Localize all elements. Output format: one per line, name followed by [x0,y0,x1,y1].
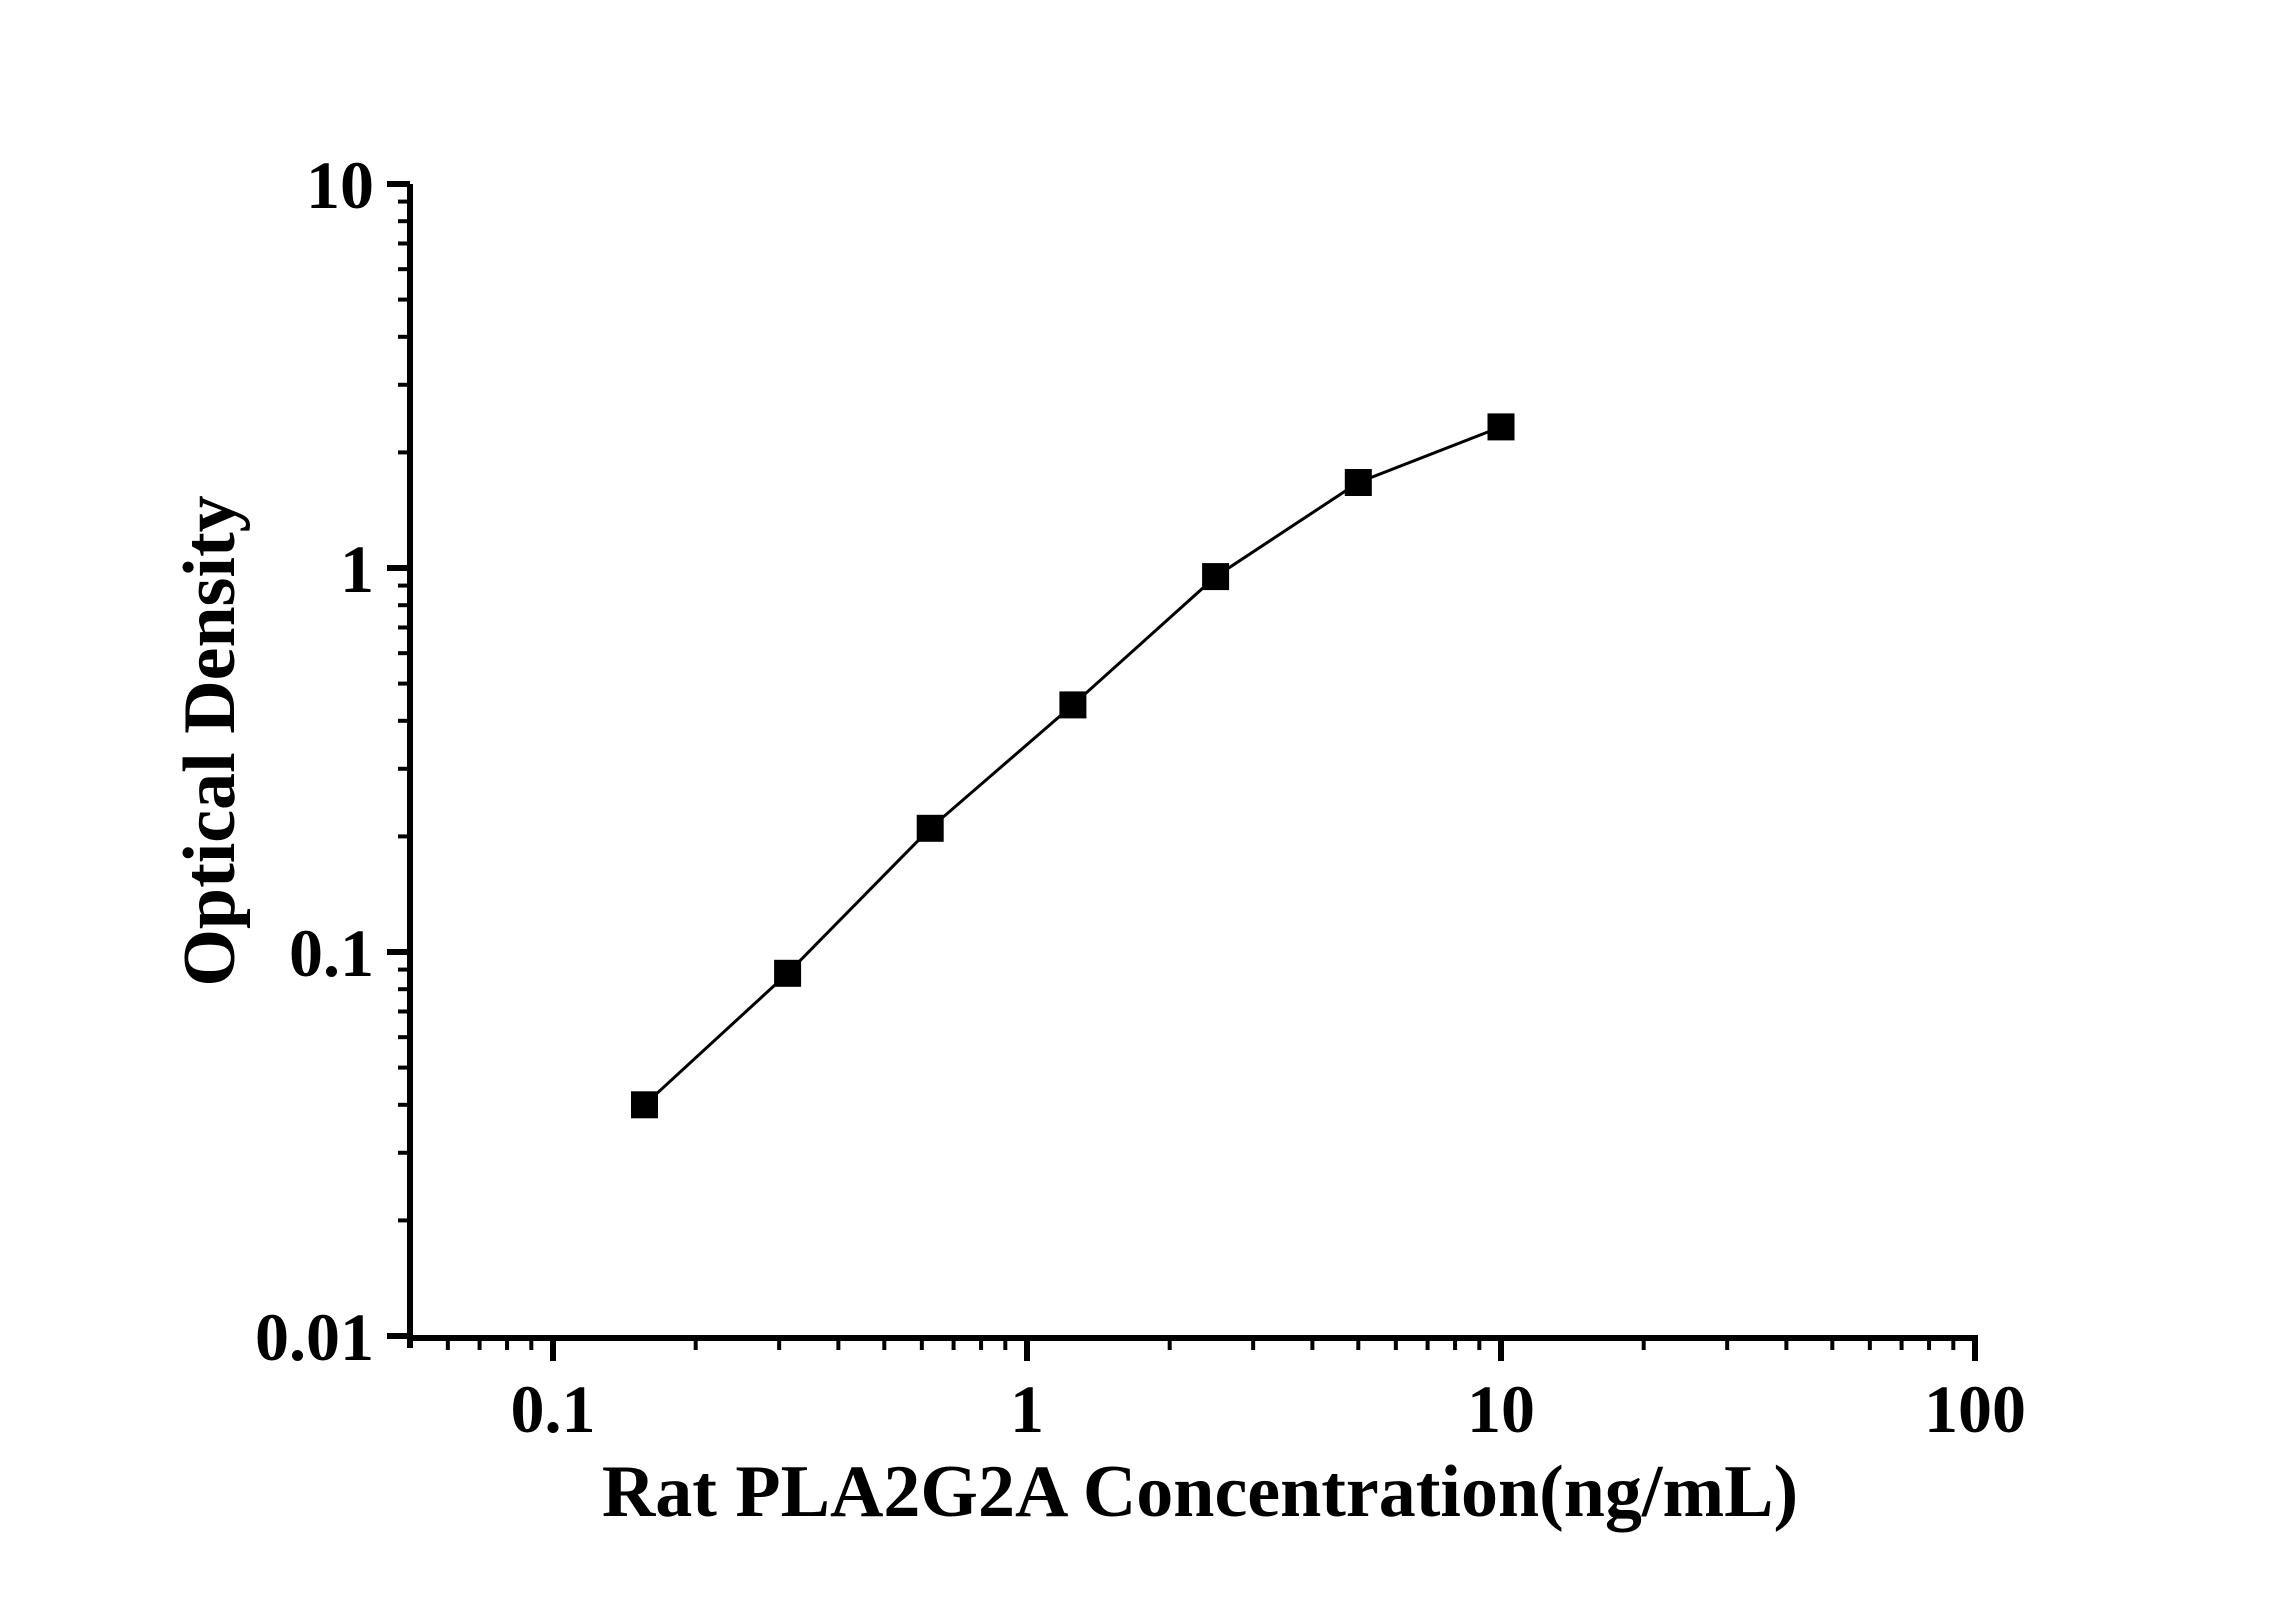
y-tick-label: 1 [340,531,374,607]
x-tick-label: 100 [1924,1371,2026,1447]
y-tick-label: 0.01 [255,1299,374,1375]
x-tick-label: 0.1 [511,1371,596,1447]
y-tick-label: 0.1 [289,915,374,991]
data-series-group [631,413,1515,1119]
data-point-marker [1344,469,1372,496]
data-point-marker [631,1091,658,1119]
axis-lines-group [407,184,1978,1348]
y-tick-label: 10 [306,147,374,223]
data-point-marker [774,959,802,987]
x-axis-title: Rat PLA2G2A Concentration(ng/mL) [602,1451,1798,1533]
data-point-marker [1487,413,1515,441]
y-axis-title: Optical Density [169,495,251,986]
x-tick-label: 1 [1010,1371,1044,1447]
axis-ticks-group [387,181,1978,1361]
x-tick-label: 10 [1467,1371,1535,1447]
curve-line [643,425,1502,1106]
tick-labels-group: 0.1 1 10 100 10 1 0.1 0.01 [255,147,2026,1447]
data-point-marker [916,814,944,842]
data-point-marker [1059,691,1087,719]
data-point-marker [1202,563,1230,591]
